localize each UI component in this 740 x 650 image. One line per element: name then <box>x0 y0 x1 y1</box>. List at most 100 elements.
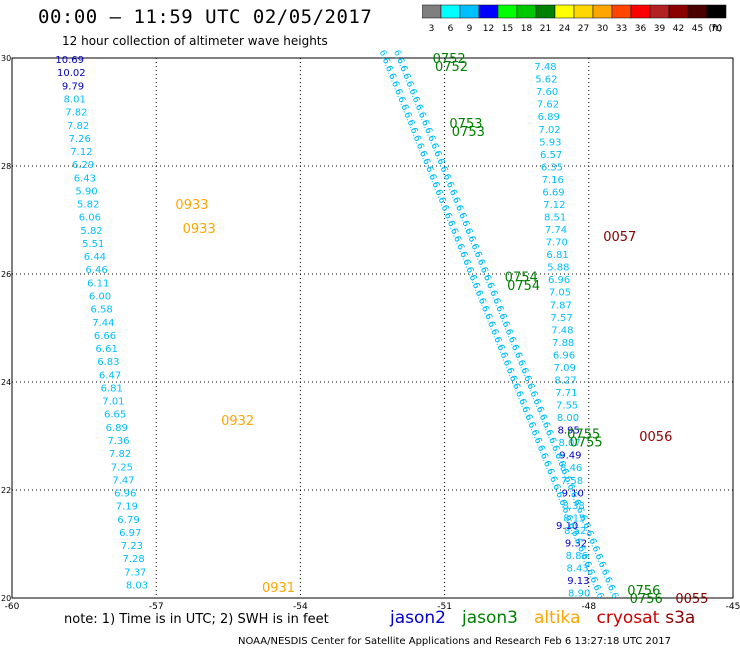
pass-time-label: 0755 <box>570 435 603 450</box>
swh-value: 8.00 <box>557 413 579 424</box>
swh-value: 9.13 <box>567 576 589 587</box>
scale-label: 39 <box>654 24 666 34</box>
swh-value: 7.09 <box>554 363 576 374</box>
swh-value: 5.93 <box>539 137 561 148</box>
scale-label: 9 <box>467 24 473 34</box>
y-tick-label: 28 <box>1 162 11 171</box>
legend-altika: altika <box>534 608 581 628</box>
map-frame <box>11 57 734 599</box>
swh-value: 7.57 <box>550 313 572 324</box>
swh-value: 6.96 <box>553 350 575 361</box>
swh-value: 6.06 <box>79 213 101 224</box>
swh-value: 9.10 <box>562 488 584 499</box>
y-tick-label: 26 <box>1 270 11 279</box>
swh-value: 7.71 <box>555 388 577 399</box>
y-tick-label: 22 <box>1 486 11 495</box>
swh-value: 6.69 <box>542 187 564 198</box>
swh-value: 8.90 <box>568 589 590 600</box>
pass-time-label: 0933 <box>183 222 216 237</box>
y-tick-label: 24 <box>1 378 11 387</box>
scale-label: 24 <box>559 24 571 34</box>
scale-unit: (ft) <box>708 24 722 34</box>
color-scale: 3 6 9 12 15 18 21 24 27 30 33 36 39 42 45 70(ft) <box>422 4 727 34</box>
swh-value: 7.82 <box>109 449 131 460</box>
swh-value: 9.49 <box>559 451 581 462</box>
swh-value: 7.12 <box>543 200 565 211</box>
swh-value: 8.15 <box>563 513 585 524</box>
swh-value: 7.82 <box>65 108 87 119</box>
swh-value: 7.74 <box>545 225 567 236</box>
swh-value: 6.97 <box>119 528 141 539</box>
swh-value: 6.81 <box>546 250 568 261</box>
pass-time-label: 0057 <box>603 230 636 245</box>
scale-label: 3 <box>429 24 435 34</box>
swh-value: 6.58 <box>91 305 113 316</box>
swh-value: 8.46 <box>560 463 582 474</box>
swh-value: 7.28 <box>122 554 144 565</box>
swh-value: 7.26 <box>69 134 91 145</box>
swh-value: 7.87 <box>550 300 572 311</box>
scale-label: 27 <box>578 24 589 34</box>
pass-time-label: 0752 <box>433 52 466 67</box>
swh-value: 6.44 <box>84 252 106 263</box>
pass-time-label: 0754 <box>505 271 538 286</box>
swh-value: 7.12 <box>70 147 92 158</box>
swh-value: 10.02 <box>57 68 86 79</box>
pass-time-label: 0754 <box>507 279 540 294</box>
legend-jason2: jason2 <box>390 608 446 628</box>
pass-time-label: 0931 <box>262 581 295 596</box>
swh-value: 8.07 <box>558 438 580 449</box>
swh-value: 8.43 <box>566 564 588 575</box>
swh-value: 9.32 <box>565 538 587 549</box>
swh-value: 7.60 <box>536 87 558 98</box>
swh-value: 7.55 <box>556 401 578 412</box>
legend-jason3: jason3 <box>462 608 518 628</box>
swh-value: 7.25 <box>111 462 133 473</box>
swh-value: 7.48 <box>551 325 573 336</box>
swh-value: 9.10 <box>556 521 578 532</box>
scale-label: 15 <box>502 24 513 34</box>
swh-value: 6.29 <box>72 160 94 171</box>
pass-time-label: 0756 <box>627 584 660 599</box>
swh-value: 10.69 <box>55 55 84 66</box>
swh-value: 6.89 <box>538 112 560 123</box>
swh-value: 6.43 <box>74 173 96 184</box>
swh-value: 7.16 <box>542 175 564 186</box>
swh-value: 5.82 <box>80 226 102 237</box>
swh-value: 6.96 <box>114 489 136 500</box>
swh-value: 6.96 <box>548 275 570 286</box>
pass-time-label: 0753 <box>449 117 482 132</box>
note-text: note: 1) Time is in UTC; 2) SWH is in fe… <box>64 612 329 627</box>
swh-value: 8.86 <box>566 551 588 562</box>
swh-value: 7.44 <box>92 318 114 329</box>
swh-value: 7.36 <box>107 436 129 447</box>
scale-label: 36 <box>635 24 647 34</box>
scale-label: 30 <box>597 24 609 34</box>
swh-value: 5.90 <box>75 186 97 197</box>
x-tick-label: -57 <box>149 602 164 610</box>
x-tick-label: -60 <box>5 602 20 610</box>
swh-value: 7.01 <box>102 397 124 408</box>
swh-value: 7.47 <box>112 475 134 486</box>
scale-swatch <box>706 4 727 19</box>
swh-value: 6.11 <box>87 278 109 289</box>
scale-label: 45 <box>692 24 703 34</box>
scale-label: 12 <box>483 24 494 34</box>
pass-time-label: 0756 <box>630 592 663 607</box>
page-title: 00:00 – 11:59 UTC 02/05/2017 <box>38 6 373 28</box>
swh-value: 7.05 <box>549 288 571 299</box>
swh-value: 7.48 <box>534 62 556 73</box>
pass-time-label: 0753 <box>452 125 485 140</box>
swh-value: 6.65 <box>104 410 126 421</box>
swh-value: 8.95 <box>558 426 580 437</box>
swh-value: 6.66 <box>94 331 116 342</box>
x-tick-label: -51 <box>437 602 452 610</box>
swh-value: 6.83 <box>97 357 119 368</box>
swh-value: 6.89 <box>106 423 128 434</box>
legend-cryosat: cryosat <box>596 608 660 628</box>
page-subtitle: 12 hour collection of altimeter wave hei… <box>62 34 328 48</box>
swh-value: 6.46 <box>85 265 107 276</box>
swh-value: 5.62 <box>535 75 557 86</box>
footer-credit: NOAA/NESDIS Center for Satellite Applica… <box>238 636 671 647</box>
swh-value: 7.23 <box>121 541 143 552</box>
